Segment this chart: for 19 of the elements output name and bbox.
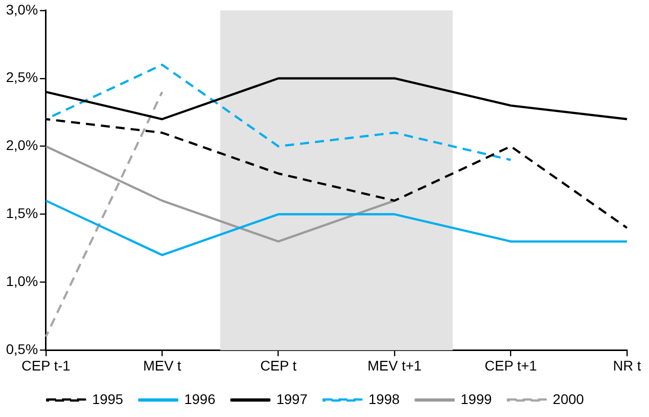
- legend-label: 1996: [184, 390, 216, 407]
- x-tick-label: CEP t+1: [484, 357, 538, 374]
- line-series: [44, 64, 512, 162]
- legend-label: 1999: [460, 390, 492, 407]
- legend-label: 1995: [92, 390, 124, 407]
- legend-label: 1997: [276, 390, 308, 407]
- x-tick-label: MEV t+1: [368, 357, 422, 374]
- x-tick-label: NR t: [613, 357, 642, 374]
- legend-label: 2000: [552, 390, 584, 407]
- x-tick-label: CEP t: [260, 357, 297, 374]
- y-tick-label: 1,5%: [6, 205, 38, 222]
- y-tick-label: 0,5%: [6, 341, 38, 358]
- legend-label: 1998: [368, 390, 400, 407]
- y-tick-label: 2,5%: [6, 69, 38, 86]
- y-tick-label: 2,0%: [6, 137, 38, 154]
- y-tick-label: 3,0%: [6, 1, 38, 18]
- y-tick-label: 1,0%: [6, 273, 38, 290]
- x-tick-label: CEP t-1: [22, 357, 70, 374]
- x-tick-label: MEV t: [143, 357, 182, 374]
